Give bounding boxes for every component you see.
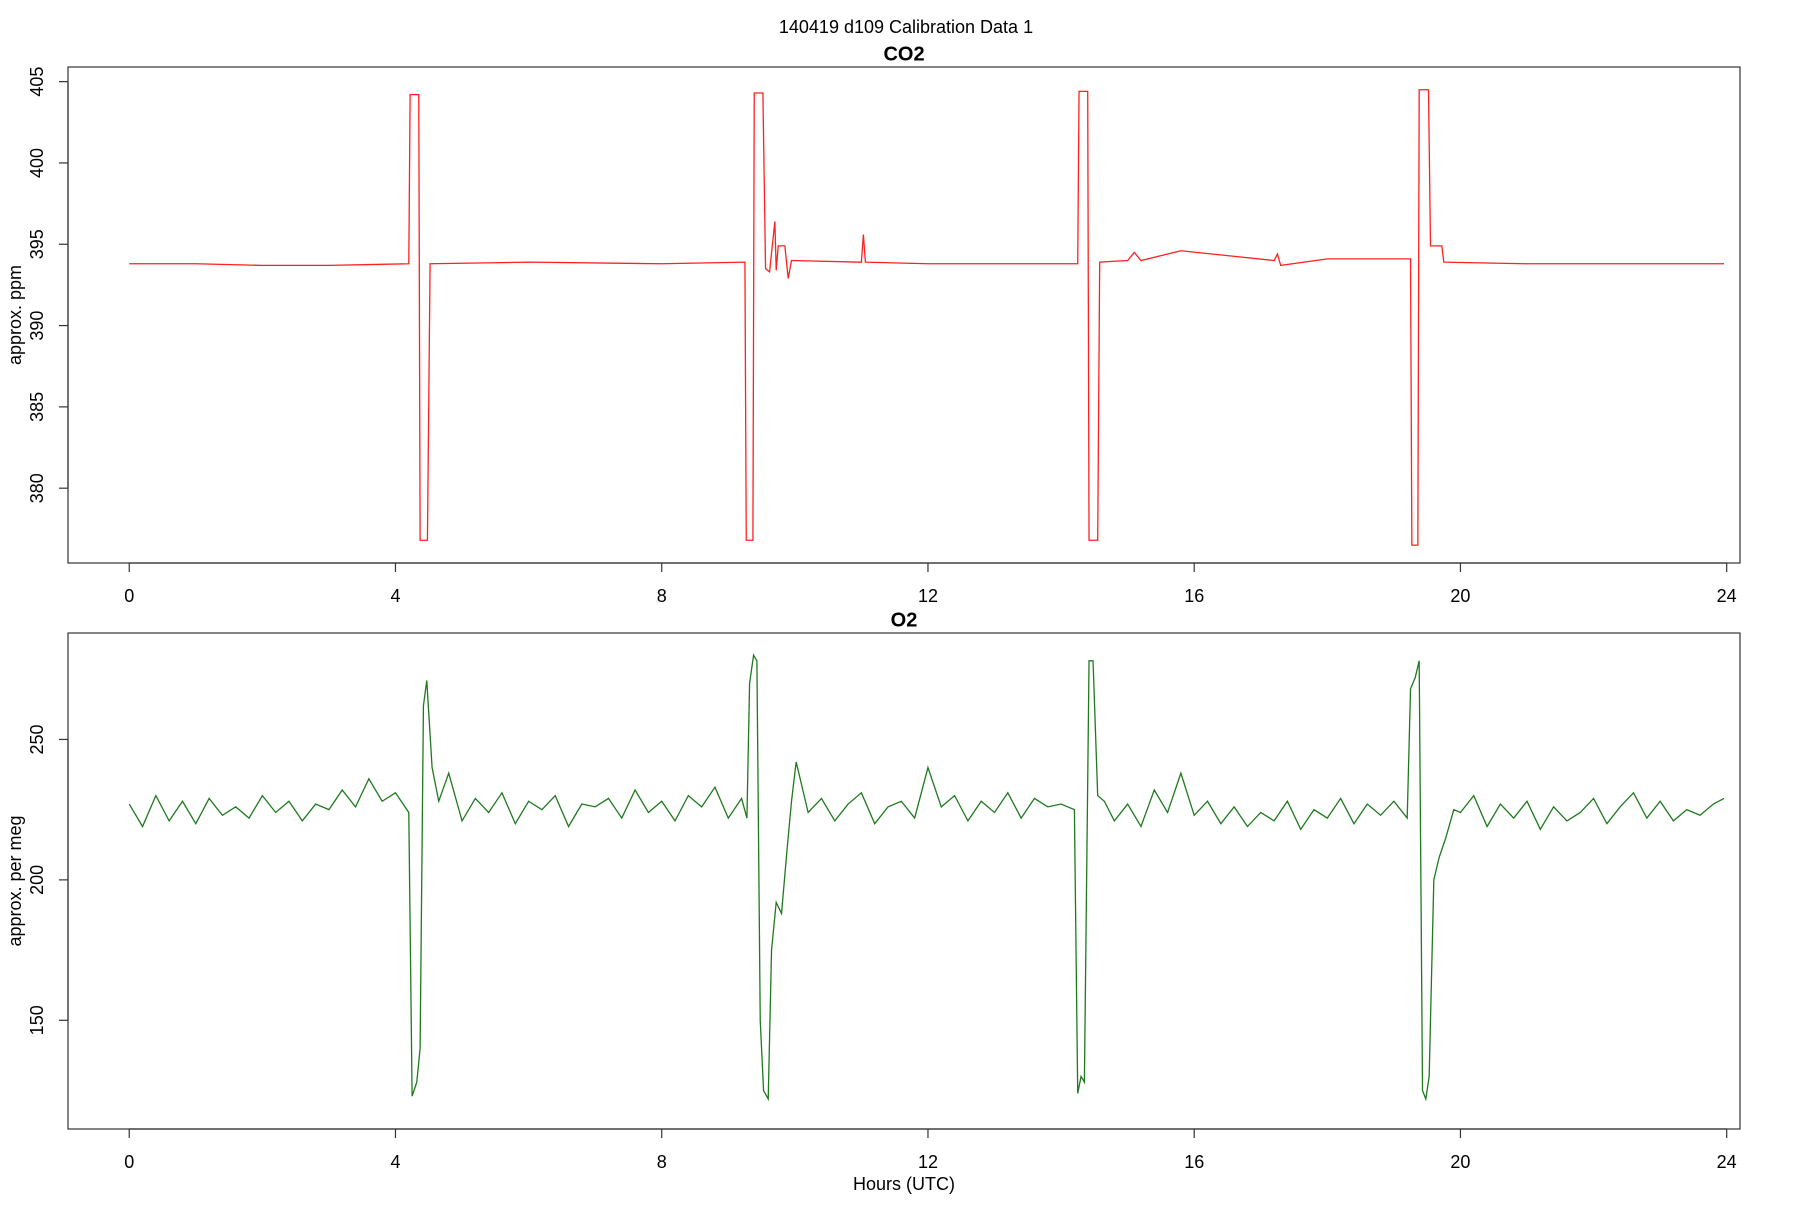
x-tick-label: 24 — [1717, 586, 1737, 606]
data-line — [129, 89, 1725, 546]
y-axis-label: approx. ppm — [5, 265, 25, 365]
data-line — [128, 653, 1725, 1102]
y-tick-label: 150 — [27, 1005, 47, 1035]
x-tick-label: 0 — [124, 1152, 134, 1172]
x-tick-label: 12 — [918, 1152, 938, 1172]
chart-title: O2 — [891, 609, 918, 631]
x-tick-label: 8 — [657, 1152, 667, 1172]
y-tick-label: 385 — [27, 392, 47, 422]
y-tick-label: 400 — [27, 148, 47, 178]
x-tick-label: 4 — [390, 586, 400, 606]
y-tick-label: 395 — [27, 229, 47, 259]
y-tick-label: 200 — [27, 865, 47, 895]
x-tick-label: 16 — [1184, 586, 1204, 606]
y-tick-label: 405 — [27, 67, 47, 97]
x-tick-label: 20 — [1450, 586, 1470, 606]
figure-title: 140419 d109 Calibration Data 1 — [779, 17, 1033, 37]
x-axis-label: Hours (UTC) — [853, 1174, 955, 1194]
x-tick-label: 4 — [390, 1152, 400, 1172]
y-tick-label: 390 — [27, 311, 47, 341]
x-tick-label: 8 — [657, 586, 667, 606]
x-tick-label: 24 — [1717, 1152, 1737, 1172]
x-tick-label: 16 — [1184, 1152, 1204, 1172]
x-tick-label: 12 — [918, 586, 938, 606]
x-tick-label: 0 — [124, 586, 134, 606]
y-tick-label: 250 — [27, 724, 47, 754]
y-axis-label: approx. per meg — [5, 815, 25, 946]
chart-title: CO2 — [883, 43, 924, 65]
y-tick-label: 380 — [27, 473, 47, 503]
x-tick-label: 20 — [1450, 1152, 1470, 1172]
